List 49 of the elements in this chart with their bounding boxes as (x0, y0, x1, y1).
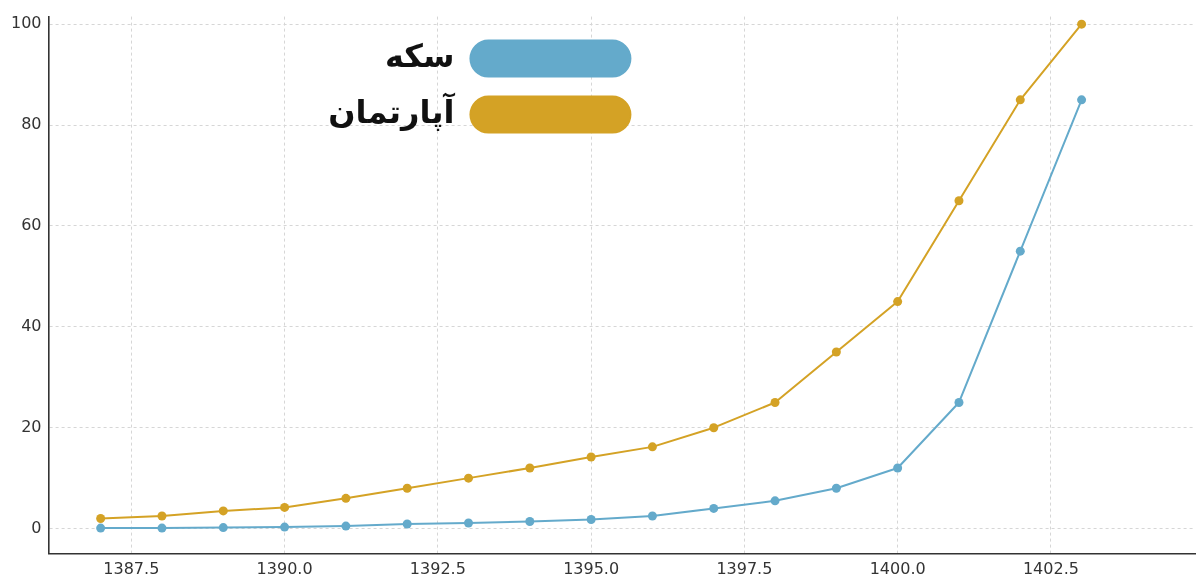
point (157, 523, 167, 533)
point (1015, 246, 1025, 256)
x-tick-label: 1392.5 (409, 558, 466, 578)
point (586, 515, 596, 524)
point (464, 518, 473, 528)
x-tick-label: 1397.5 (716, 558, 773, 578)
point (831, 483, 841, 493)
point (770, 397, 780, 407)
point (218, 523, 228, 533)
point (525, 517, 535, 527)
x-tick-label: 1400.0 (869, 558, 926, 578)
point (709, 503, 719, 513)
x-tick-label: 1390.0 (256, 558, 313, 578)
point (341, 493, 351, 503)
y-tick-label: 80 (21, 114, 42, 134)
point (1077, 95, 1087, 105)
x-tick-label: 1395.0 (563, 558, 620, 578)
point (893, 463, 903, 473)
point (96, 513, 106, 523)
point (954, 397, 964, 407)
x-tick-label: 1387.5 (103, 558, 160, 578)
point (402, 483, 412, 493)
point (218, 506, 228, 516)
y-tick-label: 0 (31, 517, 42, 537)
point (831, 347, 841, 357)
point (709, 423, 719, 433)
point (647, 442, 657, 452)
y-tick-label: 40 (21, 315, 42, 335)
point (341, 521, 351, 531)
point (954, 196, 964, 206)
legend-label: سکه (384, 36, 455, 75)
point (402, 519, 412, 529)
point (96, 523, 106, 533)
point (586, 452, 596, 462)
point (770, 496, 780, 506)
point (647, 511, 657, 521)
point (280, 522, 290, 532)
point (280, 502, 290, 512)
x-tick-label: 1402.5 (1022, 558, 1079, 578)
point (525, 463, 535, 473)
point (464, 473, 473, 483)
point (893, 297, 903, 307)
y-tick-label: 100 (10, 13, 42, 33)
point (1077, 19, 1087, 29)
point (157, 511, 167, 521)
point (1015, 95, 1025, 105)
y-tick-label: 60 (21, 215, 42, 235)
legend-label: آپارتمان (328, 91, 456, 131)
y-tick-label: 20 (21, 416, 42, 436)
